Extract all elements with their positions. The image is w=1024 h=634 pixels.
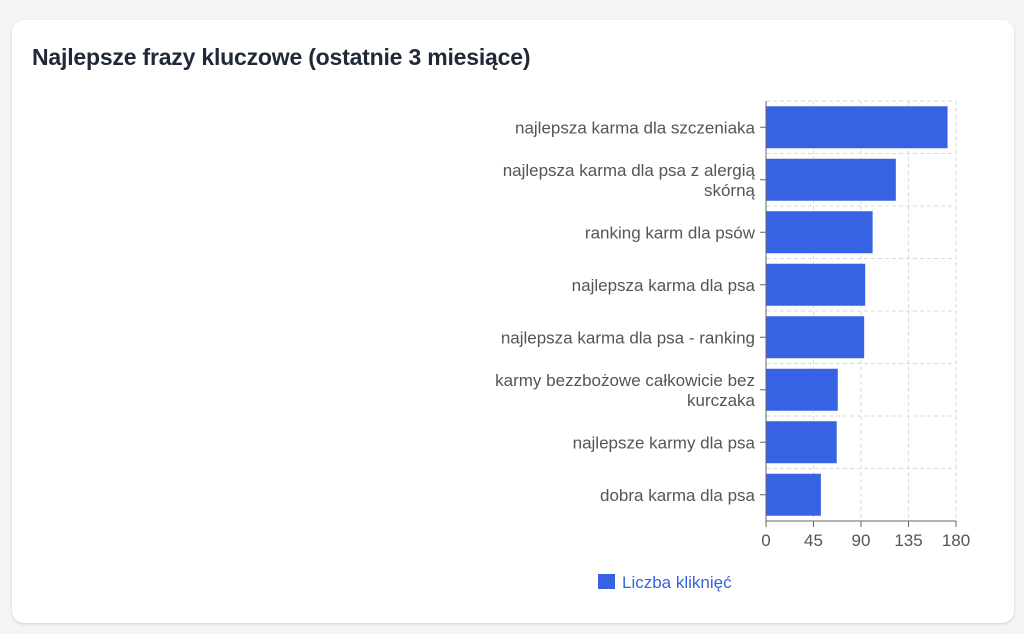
x-tick-label: 180 [942,531,970,550]
chart-title: Najlepsze frazy kluczowe (ostatnie 3 mie… [32,44,531,70]
x-tick-label: 0 [761,531,770,550]
category-label: karmy bezzbożowe całkowicie bez kurczaka [495,371,755,410]
x-tick-label: 45 [804,531,823,550]
category-label: najlepsza karma dla psa [572,276,756,295]
bar [766,368,838,411]
bar [766,421,837,464]
bar [766,158,896,201]
category-label: najlepsze karmy dla psa [573,433,756,452]
chart-card: Najlepsze frazy kluczowe (ostatnie 3 mie… [12,20,1014,623]
x-tick-label: 90 [852,531,871,550]
bar [766,316,865,359]
bar [766,473,821,516]
category-label: najlepsza karma dla psa - ranking [501,328,755,347]
bar [766,211,873,254]
category-label: ranking karm dla psów [585,223,756,242]
bar-chart: najlepsza karma dla szczeniaka najlepsza … [495,100,970,592]
category-label: najlepsza karma dla szczeniaka [515,118,756,137]
bar [766,263,866,306]
legend-swatch [598,574,615,589]
category-label: najlepsza karma dla psa z alergią skórną [503,161,756,200]
legend-label: Liczba kliknięć [622,573,732,592]
category-label: dobra karma dla psa [600,486,756,505]
x-tick-label: 135 [894,531,922,550]
bar [766,106,948,149]
